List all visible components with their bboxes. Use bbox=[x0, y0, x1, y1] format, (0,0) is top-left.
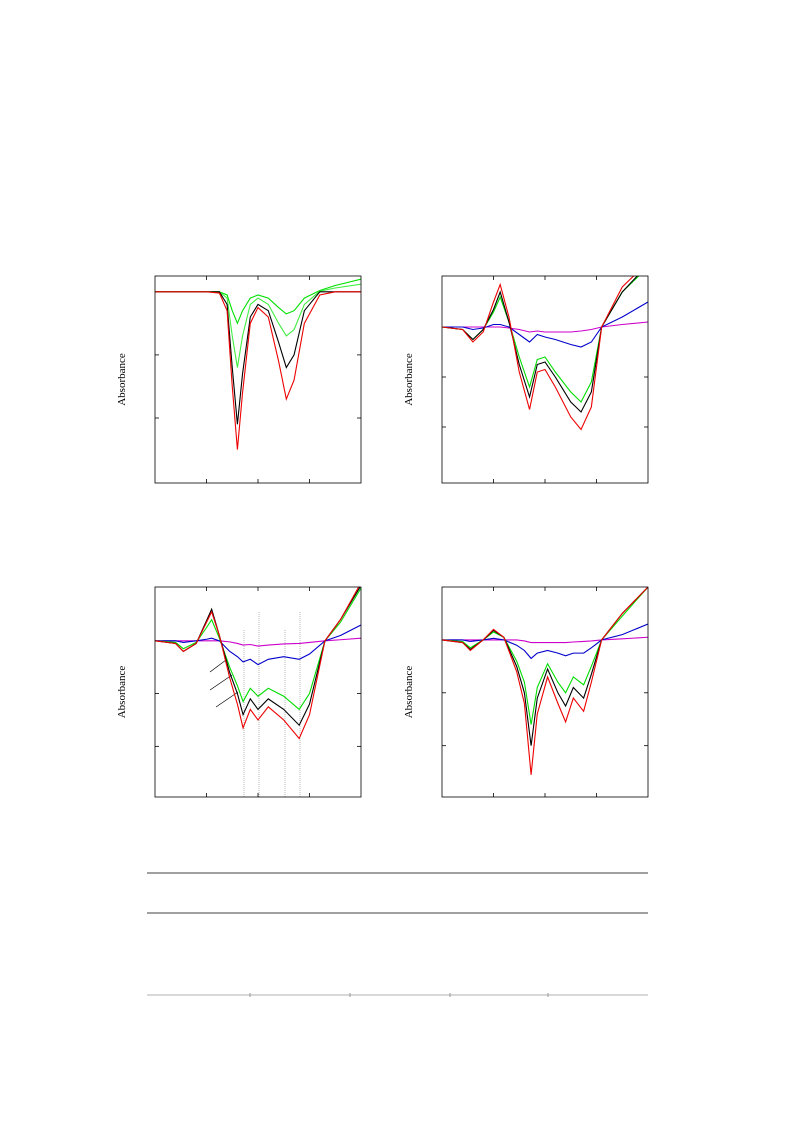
table-rules bbox=[147, 872, 648, 997]
plot-frame bbox=[154, 586, 362, 798]
spectrum-line bbox=[155, 587, 361, 711]
spectrum-line bbox=[155, 283, 361, 368]
plot-area bbox=[155, 587, 361, 740]
spectrum-line bbox=[442, 587, 648, 746]
y-axis-label: Absorbance bbox=[116, 666, 128, 719]
plot-frame bbox=[441, 586, 649, 798]
spectrum-line bbox=[442, 321, 648, 333]
y-axis-label: Absorbance bbox=[403, 353, 415, 406]
spectrum-line bbox=[442, 636, 648, 644]
spectrum-line bbox=[155, 624, 361, 666]
plot-area bbox=[442, 276, 648, 431]
spectrum-line bbox=[155, 291, 361, 425]
plot-frame bbox=[441, 275, 649, 484]
plot-area bbox=[155, 278, 361, 450]
spectrum-line bbox=[155, 291, 361, 450]
annotation-lines bbox=[243, 612, 301, 797]
y-axis-label: Absorbance bbox=[403, 666, 415, 719]
spectrum-line bbox=[442, 623, 648, 660]
spectrum-line bbox=[442, 276, 640, 403]
spectrum-line bbox=[155, 278, 361, 325]
spectrum-line bbox=[442, 276, 638, 413]
spectrum-line bbox=[442, 276, 635, 431]
spectrum-line bbox=[442, 587, 648, 725]
spectrum-line bbox=[155, 587, 361, 727]
plot-area bbox=[442, 587, 648, 775]
spectrum-line bbox=[442, 301, 648, 348]
spectrum-line bbox=[442, 587, 648, 775]
spectrum-line bbox=[155, 587, 360, 740]
y-axis-label: Absorbance bbox=[116, 353, 128, 406]
